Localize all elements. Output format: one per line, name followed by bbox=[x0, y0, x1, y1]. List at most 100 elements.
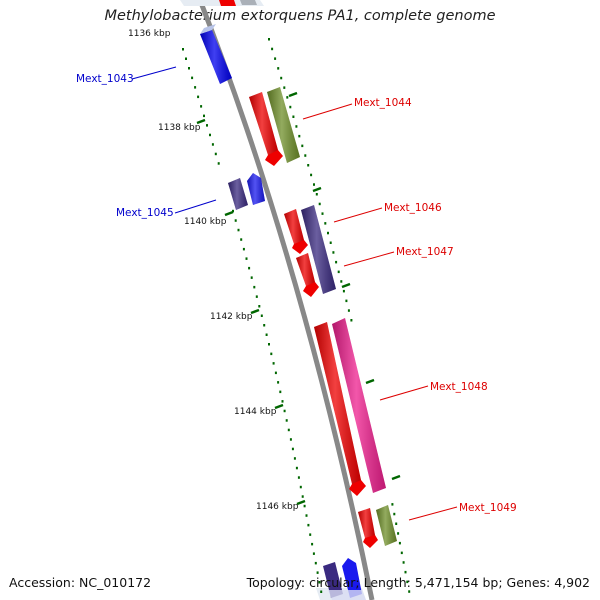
tick-dot bbox=[303, 504, 306, 508]
svg-text:1142 kbp: 1142 kbp bbox=[210, 312, 253, 322]
gene-olive-1049b[interactable] bbox=[376, 505, 397, 546]
gene-blue-1045b[interactable] bbox=[247, 173, 265, 205]
tick-dot bbox=[242, 247, 245, 251]
tick-dot bbox=[258, 305, 261, 308]
tick-1144: 1144 kbp bbox=[234, 403, 284, 417]
tick-dot bbox=[277, 67, 280, 70]
tick-dot bbox=[312, 552, 315, 555]
tick-dot bbox=[316, 571, 319, 574]
tick-dot bbox=[310, 173, 313, 177]
tick-dot bbox=[274, 371, 277, 375]
tick-dot bbox=[289, 438, 292, 441]
gene-label-mext-1045[interactable]: Mext_1045 bbox=[116, 207, 174, 219]
tick-dot bbox=[206, 124, 208, 127]
tick-dot bbox=[209, 133, 211, 137]
label-leader-lines bbox=[131, 66, 458, 521]
tick-dot bbox=[305, 514, 308, 517]
tick-dot bbox=[240, 238, 243, 241]
tick-dot bbox=[314, 561, 317, 565]
tick-dot bbox=[248, 266, 251, 270]
tick-dot bbox=[327, 231, 329, 235]
tick-dot bbox=[395, 522, 398, 525]
tick-dot bbox=[295, 466, 298, 470]
tick-dot bbox=[285, 419, 288, 422]
gene-label-mext-1043[interactable]: Mext_1043 bbox=[76, 73, 134, 85]
gene-partial-bottom bbox=[323, 558, 366, 600]
tick-dot bbox=[298, 134, 301, 138]
gene-label-mext-1048[interactable]: Mext_1048 bbox=[430, 381, 488, 393]
tick-dot bbox=[335, 260, 338, 264]
gene-mext-1046[interactable] bbox=[284, 209, 308, 254]
gene-mext-1047[interactable] bbox=[296, 253, 319, 297]
gene-magenta-1048b[interactable] bbox=[332, 318, 386, 493]
tick-1138: 1138 kbp bbox=[158, 118, 206, 133]
tick-dot bbox=[280, 76, 283, 80]
tick-dot bbox=[295, 125, 298, 128]
gene-label-mext-1047[interactable]: Mext_1047 bbox=[396, 246, 454, 258]
gene-label-mext-1044[interactable]: Mext_1044 bbox=[354, 97, 412, 109]
accession-footer: Accession: NC_010172 bbox=[9, 575, 152, 590]
tick-dot bbox=[185, 57, 187, 60]
gene-label-mext-1049[interactable]: Mext_1049 bbox=[459, 502, 517, 514]
tick-dot bbox=[391, 503, 394, 506]
gene-mext-1043[interactable] bbox=[200, 24, 232, 84]
gene-mext-1049[interactable] bbox=[358, 508, 378, 548]
tick-dot bbox=[321, 212, 324, 215]
tick-dot bbox=[307, 523, 310, 527]
tick-dot bbox=[253, 285, 256, 289]
tick-dot bbox=[309, 533, 312, 536]
tick-dot bbox=[347, 309, 350, 312]
gene-partial-top bbox=[219, 0, 257, 6]
tick-dot bbox=[265, 333, 268, 336]
gene-label-mext-1046[interactable]: Mext_1046 bbox=[384, 202, 442, 214]
tick-dot bbox=[313, 183, 315, 186]
tick-dot bbox=[342, 289, 345, 293]
tick-dot bbox=[217, 162, 220, 165]
tick-dot bbox=[263, 324, 266, 327]
svg-text:1136 kbp: 1136 kbp bbox=[128, 29, 171, 39]
tick-dot bbox=[286, 96, 289, 99]
gene-olive-1044b[interactable] bbox=[267, 87, 300, 163]
tick-dot bbox=[200, 105, 203, 108]
tick-dot bbox=[188, 67, 190, 70]
svg-text:1146 kbp: 1146 kbp bbox=[256, 502, 299, 512]
gene-mext-1044[interactable] bbox=[249, 92, 283, 166]
svg-text:1140 kbp: 1140 kbp bbox=[184, 217, 227, 227]
genome-summary-footer: Topology: circular; Length: 5,471,154 bp… bbox=[246, 575, 590, 590]
tick-dot bbox=[301, 144, 304, 148]
tick-dot bbox=[315, 193, 318, 196]
tick-dot bbox=[268, 38, 270, 41]
tick-dot bbox=[277, 381, 280, 384]
tick-dot bbox=[400, 551, 403, 555]
tick-dot bbox=[214, 152, 217, 156]
tick-dot bbox=[340, 280, 343, 283]
tick-dot bbox=[271, 47, 274, 51]
tick-dot bbox=[245, 257, 248, 260]
svg-text:1144 kbp: 1144 kbp bbox=[234, 407, 277, 417]
tick-dot bbox=[182, 48, 184, 51]
tick-1146: 1146 kbp bbox=[256, 499, 306, 512]
tick-dot bbox=[293, 457, 296, 460]
tick-dot bbox=[274, 57, 277, 60]
gene-mext-1048[interactable] bbox=[314, 322, 366, 496]
tick-dot bbox=[292, 115, 295, 118]
tick-1136: 1136 kbp bbox=[128, 29, 171, 39]
tick-dot bbox=[255, 295, 258, 298]
tick-dot bbox=[406, 580, 409, 584]
gene-mext-1045[interactable] bbox=[228, 178, 248, 210]
tick-dot bbox=[283, 409, 286, 413]
tick-dot bbox=[194, 86, 197, 89]
tick-dot bbox=[350, 319, 353, 322]
tick-dot bbox=[289, 105, 292, 109]
gene-purple-1046b[interactable] bbox=[301, 205, 336, 294]
tick-dot bbox=[304, 154, 307, 157]
tick-dot bbox=[397, 532, 400, 535]
svg-text:1138 kbp: 1138 kbp bbox=[158, 123, 201, 133]
tick-dot bbox=[297, 476, 300, 479]
tick-dot bbox=[337, 270, 340, 274]
tick-1140: 1140 kbp bbox=[184, 210, 234, 227]
tick-dot bbox=[398, 541, 401, 545]
tick-dot bbox=[404, 570, 407, 574]
tick-dot bbox=[393, 512, 396, 516]
